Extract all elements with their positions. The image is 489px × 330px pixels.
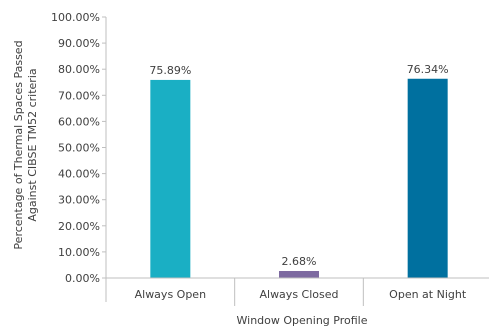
bar — [407, 78, 448, 279]
data-label: 2.68% — [282, 255, 317, 268]
y-tick-label: 70.00% — [58, 89, 100, 102]
x-axis-title: Window Opening Profile — [237, 314, 368, 327]
y-axis: 0.00% 10.00% 20.00% 30.00% 40.00% 50.00% 60.00… — [51, 11, 107, 285]
y-tick-label: 50.00% — [58, 142, 100, 155]
y-tick-label: 20.00% — [58, 220, 100, 233]
y-tick-label: 60.00% — [58, 115, 100, 128]
y-axis-title-line-2: Against CIBSE TM52 criteria — [26, 68, 39, 221]
data-label: 76.34% — [407, 63, 449, 76]
bar — [279, 271, 319, 278]
x-tick-label: Open at Night — [389, 288, 467, 301]
y-tick-label: 100.00% — [51, 11, 100, 24]
bars: 75.89% 2.68% 76.34% — [149, 63, 449, 279]
y-axis-title-line-1: Percentage of Thermal Spaces Passed — [12, 40, 25, 249]
y-tick-label: 30.00% — [58, 194, 100, 207]
data-label: 75.89% — [149, 64, 191, 77]
x-tick-label: Always Closed — [259, 288, 338, 301]
x-axis: Always Open Always Closed Open at Night — [105, 277, 489, 306]
bar — [150, 79, 191, 279]
y-tick-label: 0.00% — [65, 272, 100, 285]
y-tick-label: 10.00% — [58, 246, 100, 259]
y-tick-label: 80.00% — [58, 63, 100, 76]
y-tick-label: 40.00% — [58, 168, 100, 181]
x-tick-label: Always Open — [135, 288, 206, 301]
y-tick-label: 90.00% — [58, 37, 100, 50]
